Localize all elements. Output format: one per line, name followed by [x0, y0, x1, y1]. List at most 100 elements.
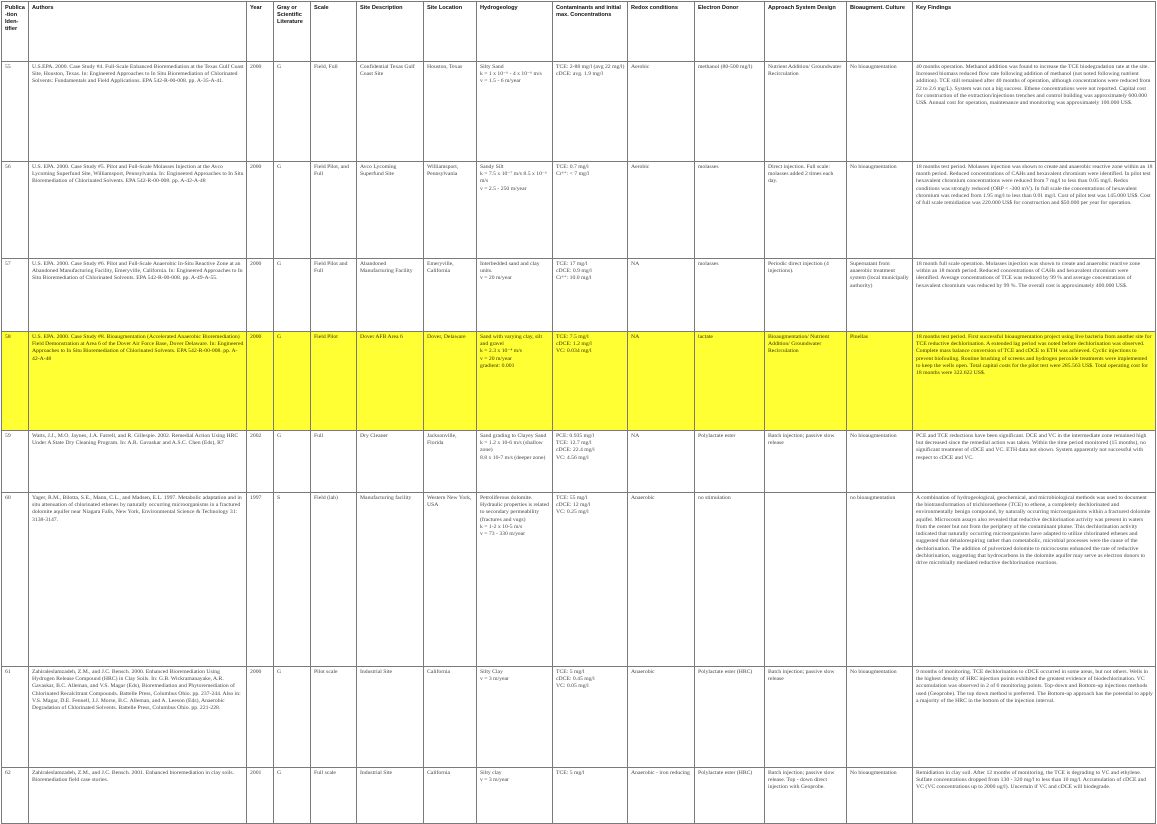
cell-electron-donor: Polylactate ester (HRC) [694, 767, 765, 824]
header-publication-identifier: Publica-tion Iden-tifier [1, 1, 29, 62]
header-row: Publica-tion Iden-tifier Authors Year Gr… [1, 1, 1156, 62]
cell-bioaugmentation-culture: No bioaugmentation [846, 767, 913, 824]
cell-scale: Field Pilot, and Full [310, 161, 357, 259]
cell-hydrogeology: Sandy Silt k = 7.5 x 10⁻⁷ m/s 8.5 x 10⁻⁶… [476, 161, 553, 259]
cell-literature-type: S [273, 492, 311, 667]
cell-literature-type: G [273, 258, 311, 332]
cell-contaminants: TCE: 5 mg/l cDCE: 0.45 mg/l VC: 0.05 mg/… [552, 666, 628, 768]
cell-site-location: Western New York, USA [423, 492, 477, 667]
table-row: 61 Zahiraleslamzadeh, Z.M., and J.C. Bens… [1, 666, 1156, 768]
cell-hydrogeology: Silty clay v = 3 m/year [476, 767, 553, 824]
cell-scale: Field, Full [310, 61, 357, 162]
cell-redox-conditions: Anaerobic [627, 666, 695, 768]
cell-literature-type: G [273, 61, 311, 162]
cell-authors: U.S. EPA. 2000. Case Study #8. Bioaugmen… [28, 331, 247, 431]
cell-publication-identifier: 59 [1, 430, 29, 493]
cell-contaminants: TCE: 5 mg/l [552, 767, 628, 824]
header-site-description: Site Description [356, 1, 424, 62]
cell-redox-conditions: NA [627, 258, 695, 332]
cell-year: 1997 [246, 492, 274, 667]
cell-contaminants: TCE: 7.5 mg/l cDCE: 1.2 mg/l VC: 0.034 m… [552, 331, 628, 431]
cell-electron-donor: lactate [694, 331, 765, 431]
header-bioaugmentation-culture: Bioaugment. Culture [846, 1, 913, 62]
cell-approach-system-design: Bioaugmentation/ Nutrient Addition/ Grou… [764, 331, 847, 431]
cell-year: 2002 [246, 430, 274, 493]
cell-site-location: Houston, Texas [423, 61, 477, 162]
cell-key-findings: 18 months test period. Molasses injectio… [912, 161, 1156, 259]
header-authors: Authors [28, 1, 247, 62]
cell-authors: Zahiraleslamzadeh, Z.M., and J.C. Bensch… [28, 767, 247, 824]
cell-bioaugmentation-culture: No bioaugmentation [846, 61, 913, 162]
cell-site-description: Dover AFB Area 6 [356, 331, 424, 431]
cell-publication-identifier: 56 [1, 161, 29, 259]
cell-literature-type: G [273, 331, 311, 431]
table-header: Publica-tion Iden-tifier Authors Year Gr… [1, 1, 1156, 62]
cell-site-location: California [423, 666, 477, 768]
cell-scale: Field Pilot [310, 331, 357, 431]
cell-year: 2000 [246, 161, 274, 259]
cell-key-findings: A combination of hydrogeological, geoche… [912, 492, 1156, 667]
header-key-findings: Key Findings [912, 1, 1156, 62]
cell-contaminants: TCE: 55 mg/l cDCE: 12 mg/l VC: 0.25 mg/l [552, 492, 628, 667]
table-row: 55 U.S.EPA. 2000. Case Study #4. Full-Sca… [1, 61, 1156, 162]
cell-site-description: Confidential Texas Gulf Coast Site [356, 61, 424, 162]
cell-year: 2000 [246, 61, 274, 162]
cell-bioaugmentation-culture: No bioaugmentation [846, 430, 913, 493]
cell-approach-system-design: Direct injection. Full scale: molasses a… [764, 161, 847, 259]
cell-year: 2000 [246, 331, 274, 431]
cell-bioaugmentation-culture: No bioaugmentation [846, 161, 913, 259]
cell-authors: U.S. EPA. 2000. Case Study #6. Pilot and… [28, 258, 247, 332]
cell-hydrogeology: Sand with varying clay, silt and gravel … [476, 331, 553, 431]
cell-scale: Pilot scale [310, 666, 357, 768]
cell-literature-type: G [273, 430, 311, 493]
cell-literature-type: G [273, 161, 311, 259]
header-electron-donor: Electron Donor [694, 1, 765, 62]
cell-bioaugmentation-culture: Pinellas [846, 331, 913, 431]
cell-site-location: Jacksonville, Florida [423, 430, 477, 493]
header-contaminants: Contaminants and initial max. Concentrat… [552, 1, 628, 62]
cell-electron-donor: methanol (80-500 mg/l) [694, 61, 765, 162]
cell-literature-type: G [273, 767, 311, 824]
cell-electron-donor: molasses [694, 258, 765, 332]
cell-approach-system-design: Batch injection; passive slow release. T… [764, 767, 847, 824]
cell-publication-identifier: 55 [1, 61, 29, 162]
cell-contaminants: TCE: 0.7 mg/l Cr⁶⁺: < 7 mg/l [552, 161, 628, 259]
cell-electron-donor: Polylactate ester (HRC) [694, 666, 765, 768]
cell-site-description: Dry Cleaner [356, 430, 424, 493]
cell-approach-system-design: Batch injection; passive slow release [764, 666, 847, 768]
cell-site-location: Williamsport, Pennsylvania [423, 161, 477, 259]
cell-scale: Full scale [310, 767, 357, 824]
table-body: 55 U.S.EPA. 2000. Case Study #4. Full-Sca… [1, 61, 1156, 824]
cell-redox-conditions: NA [627, 430, 695, 493]
table-row: 57 U.S. EPA. 2000. Case Study #6. Pilot a… [1, 258, 1156, 332]
cell-electron-donor: molasses [694, 161, 765, 259]
cell-redox-conditions: Anaerobic [627, 492, 695, 667]
cell-electron-donor: Polylactate ester [694, 430, 765, 493]
cell-literature-type: G [273, 666, 311, 768]
header-site-location: Site Location [423, 1, 477, 62]
cell-site-description: Industrial Site [356, 666, 424, 768]
cell-key-findings: 9 months of monitoring. TCE dechlorinati… [912, 666, 1156, 768]
cell-publication-identifier: 60 [1, 492, 29, 667]
header-year: Year [246, 1, 274, 62]
cell-key-findings: PCE and TCE reductions have been signifi… [912, 430, 1156, 493]
cell-bioaugmentation-culture: Supernatant from anaerobic treatment sys… [846, 258, 913, 332]
cell-redox-conditions: Anaerobic - iron reducing [627, 767, 695, 824]
cell-hydrogeology: Petroliferous dolomite. Hydraulic proper… [476, 492, 553, 667]
cell-site-description: Manufacturing facility [356, 492, 424, 667]
cell-key-findings: 18 month full scale operation. Molasses … [912, 258, 1156, 332]
cell-key-findings: Remidiation in clay soil. After 12 month… [912, 767, 1156, 824]
cell-publication-identifier: 62 [1, 767, 29, 824]
cell-authors: U.S. EPA. 2000. Case Study #5. Pilot and… [28, 161, 247, 259]
cell-publication-identifier: 57 [1, 258, 29, 332]
cell-key-findings: 40 months operation. Methanol addition w… [912, 61, 1156, 162]
cell-year: 2000 [246, 258, 274, 332]
cell-site-description: Industrial Site [356, 767, 424, 824]
cell-authors: Zahiraleslamzadeh, Z.M., and J.C. Bensch… [28, 666, 247, 768]
cell-site-location: California [423, 767, 477, 824]
header-hydrogeology: Hydrogeology [476, 1, 553, 62]
cell-approach-system-design: Nutrient Addition/ Groundwater Recircula… [764, 61, 847, 162]
cell-scale: Full [310, 430, 357, 493]
table-row: 60 Yager, R.M., Bilotta, S.E., Mann, C.L.… [1, 492, 1156, 667]
